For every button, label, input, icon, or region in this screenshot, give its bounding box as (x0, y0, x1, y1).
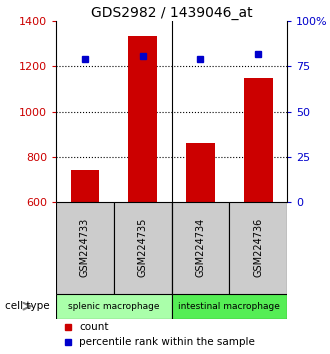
Bar (56, 294, 172, 319)
Text: intestinal macrophage: intestinal macrophage (179, 302, 280, 311)
Text: GSM224733: GSM224733 (80, 218, 90, 278)
Text: cell type: cell type (5, 301, 50, 311)
Bar (71, 170, 99, 202)
Text: percentile rank within the sample: percentile rank within the sample (79, 337, 255, 348)
Bar (128, 36, 157, 202)
Text: count: count (79, 321, 109, 332)
Bar (186, 143, 215, 202)
Text: GSM224735: GSM224735 (138, 218, 148, 278)
Bar (114, 202, 172, 294)
Text: GSM224736: GSM224736 (253, 218, 263, 278)
Bar (56, 202, 114, 294)
Text: splenic macrophage: splenic macrophage (68, 302, 160, 311)
Title: GDS2982 / 1439046_at: GDS2982 / 1439046_at (91, 6, 252, 20)
Bar (229, 202, 287, 294)
Bar (172, 202, 229, 294)
Text: GSM224734: GSM224734 (195, 218, 206, 278)
Bar (244, 78, 273, 202)
Bar (172, 294, 287, 319)
